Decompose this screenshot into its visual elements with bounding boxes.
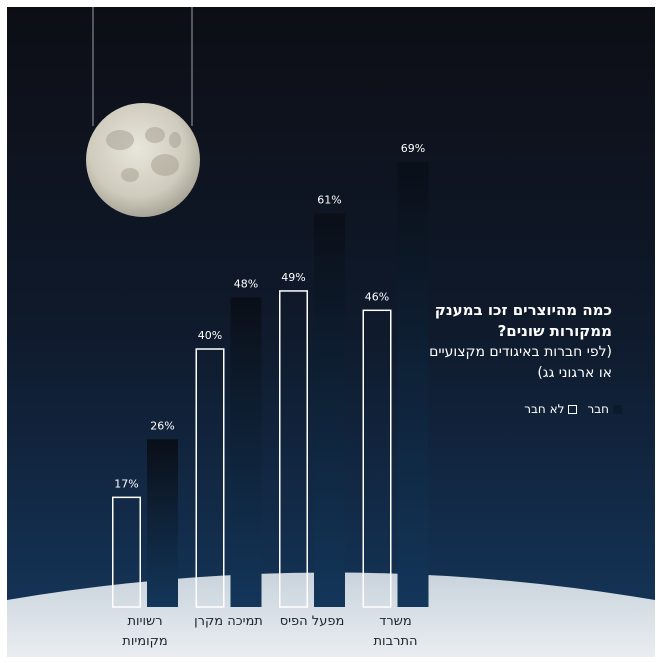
legend-label: חבר [587, 402, 609, 416]
x-tick-label: מפעל הפיס [279, 614, 345, 629]
value-label: 49% [281, 271, 305, 284]
moon [86, 103, 200, 217]
moon-craters [106, 127, 181, 182]
value-label: 17% [114, 477, 138, 490]
bar [147, 439, 178, 607]
value-label: 40% [198, 329, 222, 342]
legend-entry: לא חבר [524, 402, 578, 416]
value-label: 46% [365, 290, 389, 303]
x-tick-label: תמיכה מקרן [194, 614, 263, 629]
legend-swatch [568, 404, 578, 414]
chart-title: כמה מהיוצרים זכו במענק ממקורות שונים? [434, 301, 612, 340]
value-label: 61% [317, 194, 341, 207]
value-label: 48% [234, 277, 258, 290]
legend-entry: חבר [587, 402, 622, 416]
bar [314, 213, 345, 608]
legend: חבר לא חבר [524, 402, 622, 416]
bar [230, 297, 262, 607]
bar [279, 290, 308, 608]
x-tick-label: רשויות מקומיות [122, 614, 168, 649]
legend-label: לא חבר [524, 402, 565, 416]
chart-subtitle: (לפי חברות באיגודים מקצועיים או ארגוני ג… [429, 344, 612, 381]
x-tick-label: משרד התרבות [373, 614, 418, 649]
title-block: כמה מהיוצרים זכו במענק ממקורות שונים? (ל… [412, 300, 612, 384]
bar [112, 496, 141, 608]
value-label: 69% [401, 142, 425, 155]
legend-swatch [613, 404, 622, 414]
bar [397, 161, 429, 607]
bar [195, 348, 225, 608]
value-label: 26% [150, 419, 174, 432]
bar [362, 309, 392, 608]
